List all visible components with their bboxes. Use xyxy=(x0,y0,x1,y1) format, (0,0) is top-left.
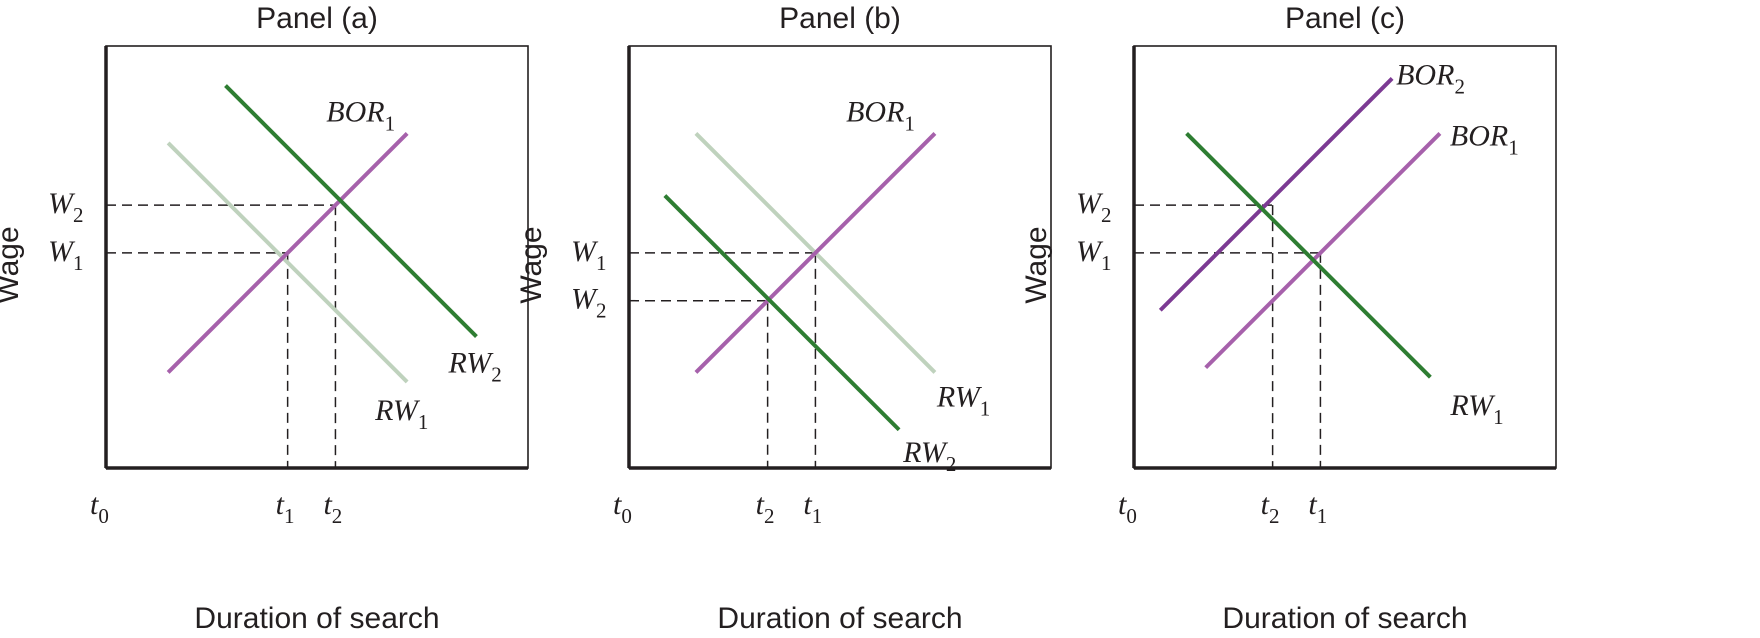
time-tick-label-main: t xyxy=(756,488,765,521)
bor-curve-label-subscript: 2 xyxy=(1454,74,1465,98)
time-tick-label: t1 xyxy=(803,488,822,528)
time-tick-label: t2 xyxy=(756,488,775,528)
time-tick-label-subscript: 1 xyxy=(812,504,823,528)
time-tick-label-main: t xyxy=(276,488,285,521)
wage-tick-label: W2 xyxy=(571,283,607,323)
panel-title: Panel (a) xyxy=(256,2,378,35)
rw-curve-rw2 xyxy=(663,194,901,432)
rw-curve-label-main: RW xyxy=(1449,389,1496,422)
rw-curve-label-subscript: 1 xyxy=(418,410,429,434)
origin-label-main: t xyxy=(613,488,622,521)
x-axis-label: Duration of search xyxy=(1222,602,1467,635)
rw-curve-label: RW2 xyxy=(447,347,501,387)
origin-label-main: t xyxy=(90,488,99,521)
bor-curve-bor1 xyxy=(1204,131,1442,370)
y-axis-label: Wage xyxy=(515,226,548,303)
wage-tick-label-subscript: 2 xyxy=(1101,203,1112,227)
bor-curve-bor2 xyxy=(1158,77,1394,312)
bor-curve-label-subscript: 1 xyxy=(904,111,915,135)
time-tick-label-subscript: 1 xyxy=(1317,504,1328,528)
bor-curve-label: BOR2 xyxy=(1396,58,1465,98)
time-tick-label-subscript: 1 xyxy=(284,504,295,528)
time-tick-label: t1 xyxy=(276,488,295,528)
origin-label-subscript: 0 xyxy=(98,504,109,528)
wage-tick-label-main: W xyxy=(571,283,599,316)
wage-tick-label: W2 xyxy=(1076,187,1112,227)
time-tick-label-main: t xyxy=(1308,488,1317,521)
rw-curve-label-main: RW xyxy=(936,380,983,413)
time-tick-label-main: t xyxy=(1261,488,1270,521)
rw-curve-label-subscript: 2 xyxy=(491,363,502,387)
wage-tick-label-main: W xyxy=(1076,187,1104,220)
origin-label-main: t xyxy=(1118,488,1127,521)
bor-curve-label: BOR1 xyxy=(846,95,915,135)
rw-curve-label-subscript: 1 xyxy=(980,396,991,420)
bor-curve-label-main: BOR xyxy=(1450,119,1508,152)
time-tick-label: t1 xyxy=(1308,488,1327,528)
rw-curve-label-main: RW xyxy=(447,347,494,380)
time-tick-label-subscript: 2 xyxy=(1269,504,1280,528)
wage-tick-label: W1 xyxy=(571,235,607,275)
origin-label-subscript: 0 xyxy=(621,504,632,528)
x-axis-label: Duration of search xyxy=(194,602,439,635)
rw-curve-label-main: RW xyxy=(374,394,421,427)
rw-curve-label-subscript: 1 xyxy=(1493,405,1504,429)
bor-curve-label: BOR1 xyxy=(1450,119,1519,159)
x-axis-label: Duration of search xyxy=(717,602,962,635)
bor-curve-label-subscript: 1 xyxy=(1508,135,1519,159)
rw-curve-label: RW1 xyxy=(936,380,990,420)
time-tick-label-subscript: 2 xyxy=(332,504,343,528)
bor-curve-label-main: BOR xyxy=(846,95,904,128)
origin-label: t0 xyxy=(90,488,109,528)
wage-tick-label-subscript: 1 xyxy=(1101,251,1112,275)
wage-tick-label-main: W xyxy=(48,235,76,268)
wage-tick-label-subscript: 1 xyxy=(596,251,607,275)
rw-curve-rw1 xyxy=(166,141,409,384)
wage-tick-label-main: W xyxy=(48,187,76,220)
rw-curve-label-subscript: 2 xyxy=(946,452,957,476)
bor-curve-label-main: BOR xyxy=(326,95,384,128)
wage-tick-label-subscript: 1 xyxy=(73,251,84,275)
plot-frame xyxy=(105,45,529,469)
time-tick-label: t2 xyxy=(1261,488,1280,528)
bor-curve-bor1 xyxy=(694,131,937,374)
rw-curve-rw2 xyxy=(224,84,478,338)
wage-tick-label-subscript: 2 xyxy=(73,203,84,227)
bor-curve-label-subscript: 1 xyxy=(385,111,396,135)
time-tick-label-subscript: 2 xyxy=(764,504,775,528)
rw-curve-rw1 xyxy=(1185,131,1432,379)
rw-curve-label: RW1 xyxy=(374,394,428,434)
bor-curve-label: BOR1 xyxy=(326,95,395,135)
y-axis-label: Wage xyxy=(0,226,25,303)
wage-tick-label-main: W xyxy=(1076,235,1104,268)
rw-curve-label: RW2 xyxy=(902,436,956,476)
bor-curve-label-main: BOR xyxy=(1396,58,1454,91)
bor-curve-bor1 xyxy=(166,131,409,374)
panel-title: Panel (b) xyxy=(779,2,901,35)
wage-tick-label: W1 xyxy=(1076,235,1112,275)
panel-title: Panel (c) xyxy=(1285,2,1405,35)
rw-curve-label: RW1 xyxy=(1449,389,1503,429)
origin-label: t0 xyxy=(1118,488,1137,528)
time-tick-label: t2 xyxy=(323,488,342,528)
time-tick-label-main: t xyxy=(323,488,332,521)
wage-tick-label: W1 xyxy=(48,235,84,275)
y-axis-label: Wage xyxy=(1020,226,1053,303)
rw-curve-label-main: RW xyxy=(902,436,949,469)
wage-tick-label-main: W xyxy=(571,235,599,268)
origin-label-subscript: 0 xyxy=(1126,504,1137,528)
wage-tick-label-subscript: 2 xyxy=(596,299,607,323)
wage-tick-label: W2 xyxy=(48,187,84,227)
origin-label: t0 xyxy=(613,488,632,528)
time-tick-label-main: t xyxy=(803,488,812,521)
